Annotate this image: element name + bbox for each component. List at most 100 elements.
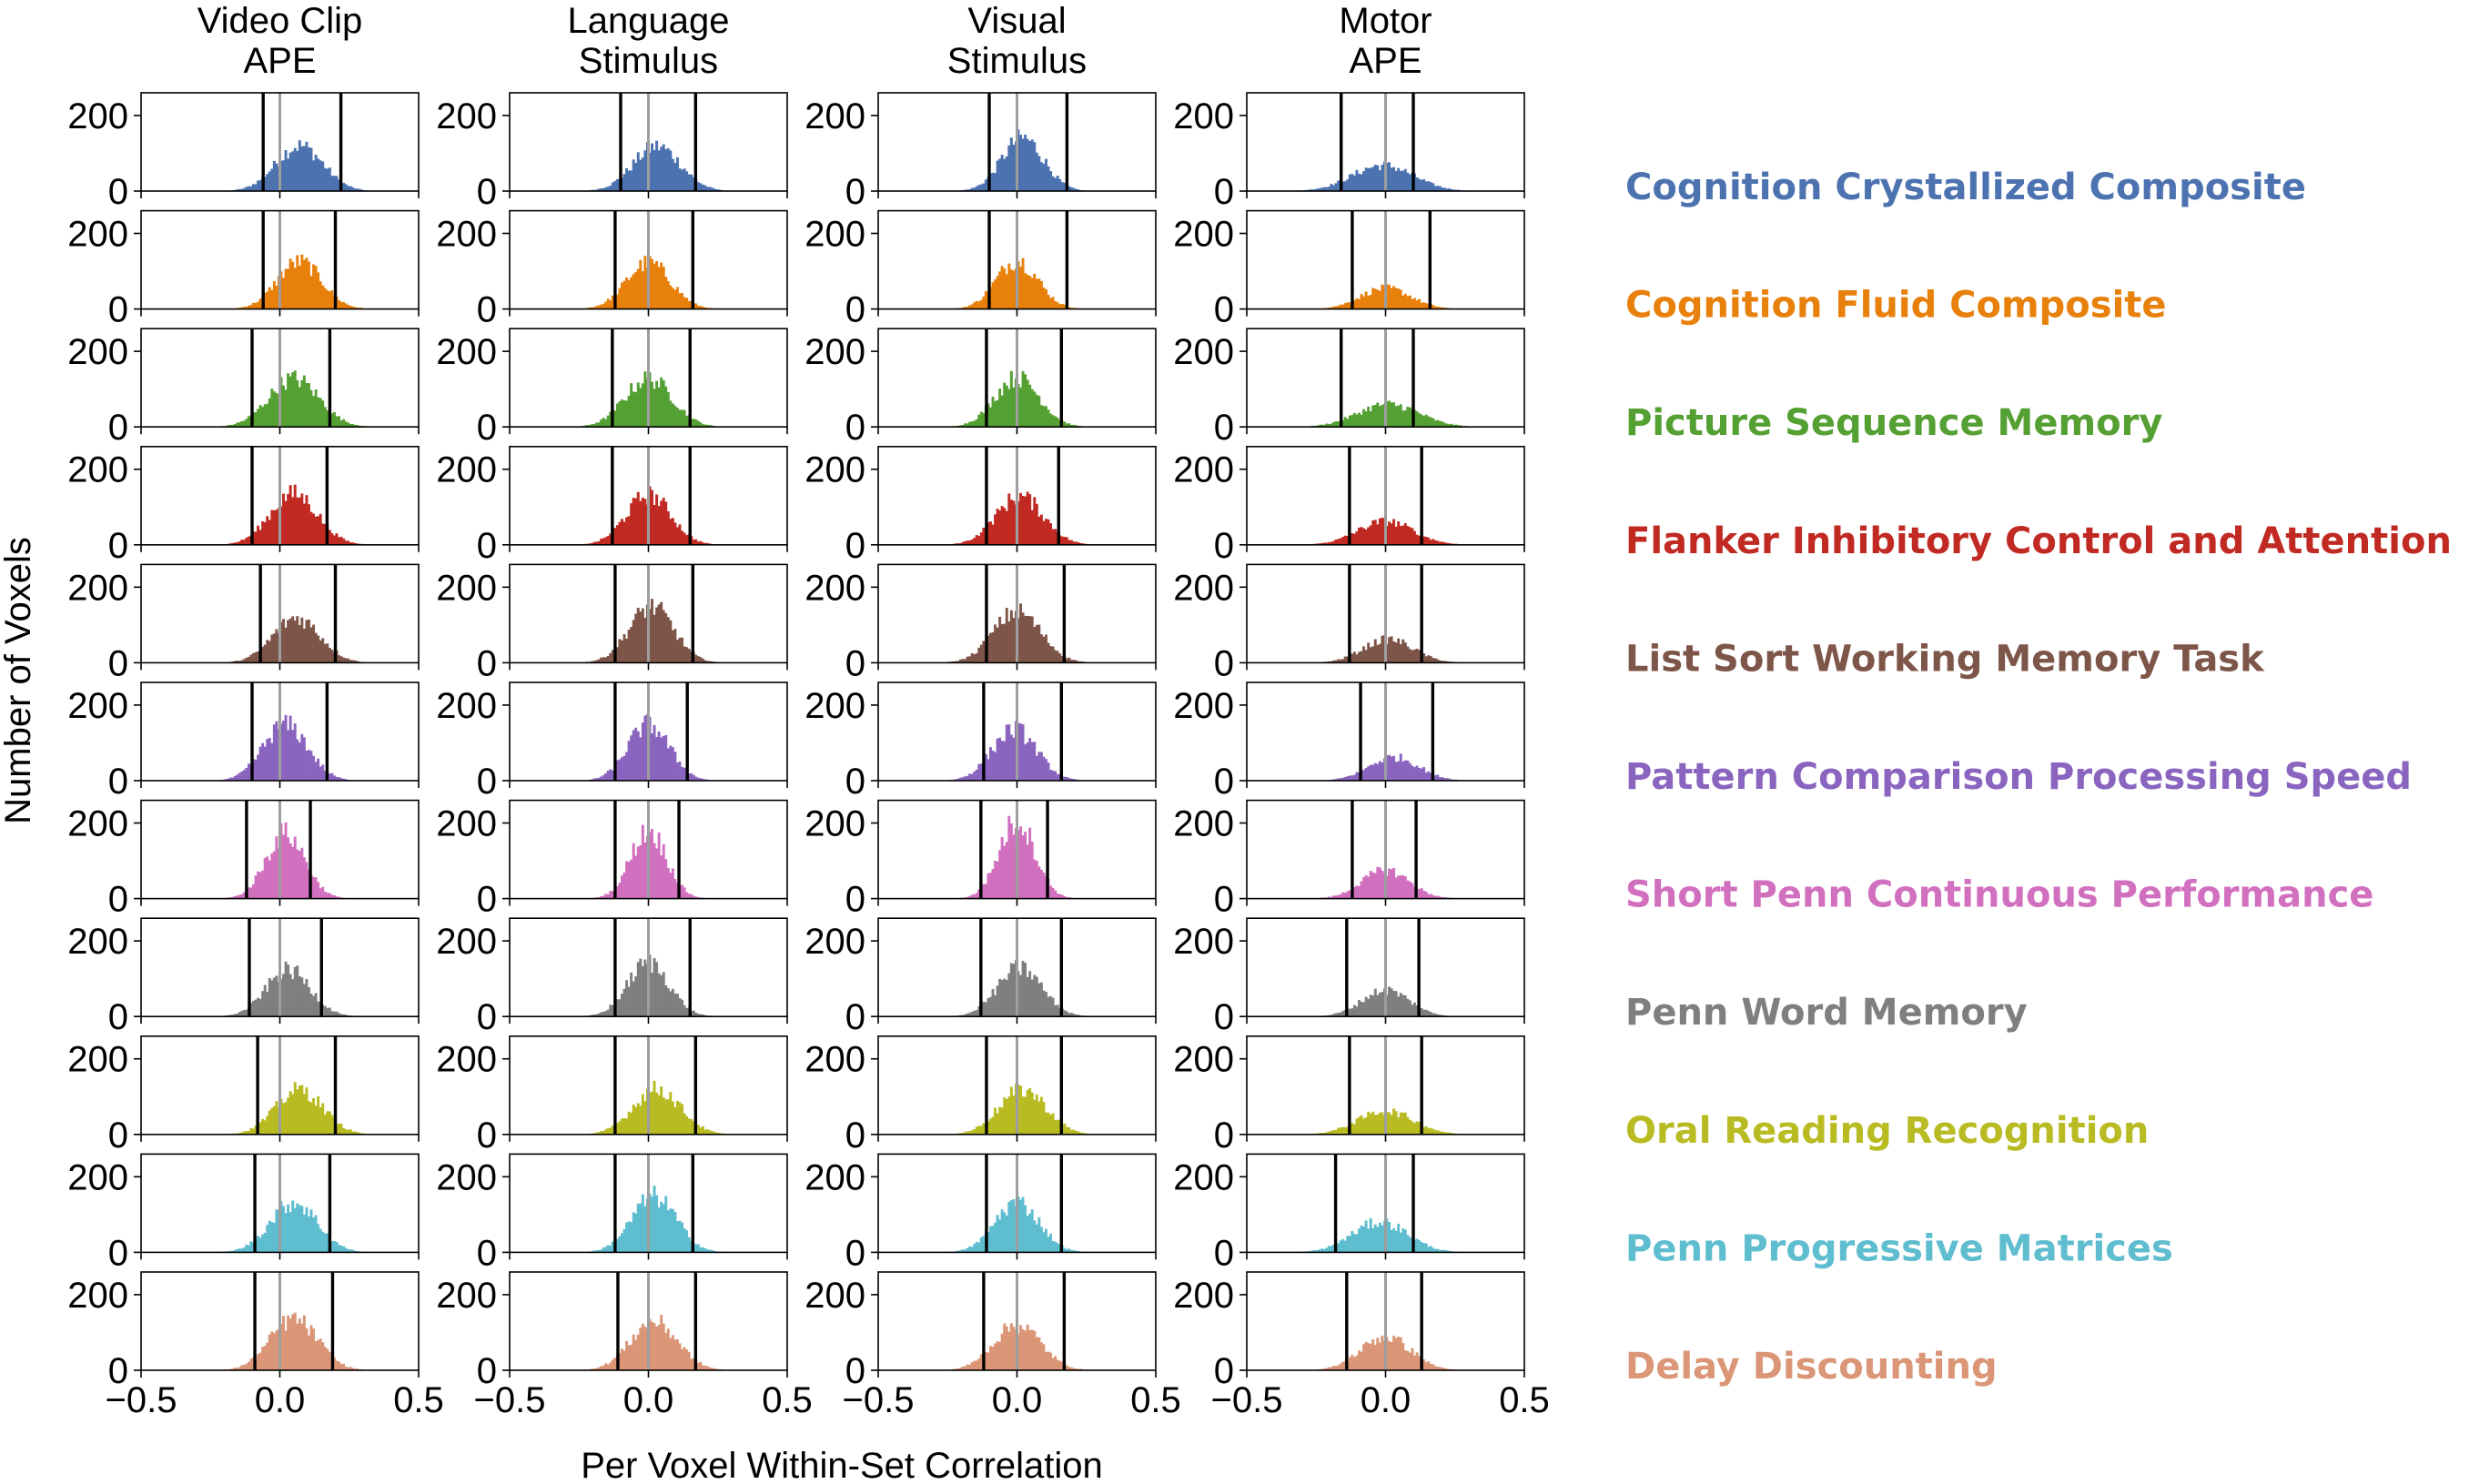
histogram-bar	[1371, 1227, 1375, 1253]
histogram-bar	[685, 535, 689, 545]
histogram-bar	[1371, 288, 1375, 309]
histogram-bar	[609, 186, 612, 191]
histogram-bar	[634, 272, 638, 309]
histogram-bar	[982, 641, 986, 663]
histogram-bar	[583, 425, 587, 428]
histogram-bar	[293, 966, 297, 1017]
histogram-bar	[996, 627, 999, 663]
histogram-bar	[1371, 405, 1375, 428]
histogram-bar	[342, 302, 346, 309]
histogram-bar	[323, 523, 327, 545]
histogram-bar	[711, 1131, 714, 1135]
histogram-bar	[1436, 1014, 1440, 1017]
histogram-bar	[1330, 423, 1333, 428]
histogram-bar	[332, 1011, 336, 1017]
histogram-bar	[666, 1210, 670, 1253]
histogram-bar	[1069, 1250, 1073, 1253]
histogram-bar	[701, 542, 704, 545]
histogram-bar	[353, 307, 357, 309]
histogram-bar	[1388, 521, 1391, 545]
histogram-bar	[287, 1097, 290, 1135]
histogram-bar	[328, 167, 331, 191]
histogram-bar	[1420, 302, 1423, 309]
histogram-bar	[272, 391, 276, 428]
histogram-bar	[233, 1249, 237, 1253]
histogram-bar	[257, 409, 260, 428]
histogram-bar	[245, 767, 248, 781]
histogram-bar	[247, 1245, 250, 1253]
histogram-bar	[994, 752, 997, 781]
histogram-bar	[1427, 1127, 1431, 1135]
histogram-bar	[975, 1360, 978, 1370]
histogram-bar	[1072, 779, 1076, 781]
histogram-bar	[597, 188, 601, 191]
histogram-bar	[1067, 657, 1071, 663]
y-tick-label: 200	[436, 215, 497, 255]
histogram-bar	[977, 414, 981, 428]
histogram-bar	[1060, 1361, 1064, 1370]
histogram-bar	[1332, 306, 1335, 309]
y-tick-label: 0	[477, 1351, 497, 1391]
histogram-bar	[1443, 542, 1446, 545]
histogram-bar	[323, 771, 327, 781]
histogram-bar	[606, 536, 610, 545]
histogram-bar	[1330, 1015, 1333, 1017]
histogram-bar	[1381, 404, 1384, 428]
legend-entry: Delay Discounting	[1625, 1346, 1998, 1388]
histogram-bar	[224, 779, 228, 781]
histogram-bar	[699, 183, 703, 191]
x-tick-label: 0.5	[393, 1380, 444, 1420]
histogram-bar	[673, 1106, 677, 1135]
histogram-bar	[1376, 866, 1380, 899]
histogram-bar	[706, 1249, 709, 1253]
histogram-bar	[694, 896, 698, 899]
histogram-bar	[1318, 1133, 1321, 1135]
histogram-bar	[257, 997, 260, 1017]
histogram-bar	[272, 160, 276, 191]
histogram-bar	[1432, 1364, 1435, 1370]
histogram-bar	[602, 538, 605, 545]
histogram-bar	[711, 1368, 714, 1370]
histogram-bar	[1003, 382, 1007, 428]
histogram-bar	[708, 425, 712, 428]
histogram-bar	[1042, 520, 1046, 545]
histogram-bar	[1028, 1213, 1032, 1253]
histogram-bar	[275, 1330, 278, 1370]
histogram-bar	[653, 1080, 656, 1135]
y-tick-label: 0	[477, 172, 497, 212]
histogram-bar	[685, 1007, 689, 1017]
histogram-bar	[685, 298, 689, 309]
histogram-bar	[1432, 183, 1435, 191]
histogram-bar	[1341, 777, 1345, 781]
histogram-bar	[673, 752, 677, 781]
histogram-bar	[590, 307, 593, 309]
histogram-bar	[1007, 724, 1011, 781]
histogram-bar	[1072, 424, 1076, 428]
histogram-bar	[1420, 1242, 1423, 1253]
histogram-bar	[275, 975, 278, 1017]
histogram-bar	[669, 150, 673, 191]
histogram-bar	[291, 151, 295, 191]
histogram-bar	[699, 306, 703, 309]
histogram-bar	[1021, 612, 1025, 663]
histogram-bar	[979, 763, 983, 781]
histogram-bar	[706, 187, 709, 191]
histogram-bar	[339, 536, 343, 545]
histogram-bar	[1037, 156, 1041, 191]
histogram-bar	[666, 1099, 670, 1135]
histogram-bar	[1390, 288, 1393, 309]
histogram-bar	[1313, 188, 1317, 191]
histogram-bar	[1438, 1367, 1442, 1370]
histogram-bar	[319, 888, 322, 899]
histogram-bar	[353, 542, 357, 545]
histogram-bar	[257, 651, 260, 663]
histogram-bar	[1045, 158, 1047, 191]
histogram-bar	[994, 624, 997, 663]
histogram-bar	[994, 514, 997, 545]
histogram-bar	[1390, 756, 1393, 781]
histogram-bar	[1003, 845, 1007, 899]
histogram-bar	[1030, 616, 1034, 663]
histogram-bar	[1388, 868, 1391, 899]
histogram-bar	[600, 1249, 603, 1253]
